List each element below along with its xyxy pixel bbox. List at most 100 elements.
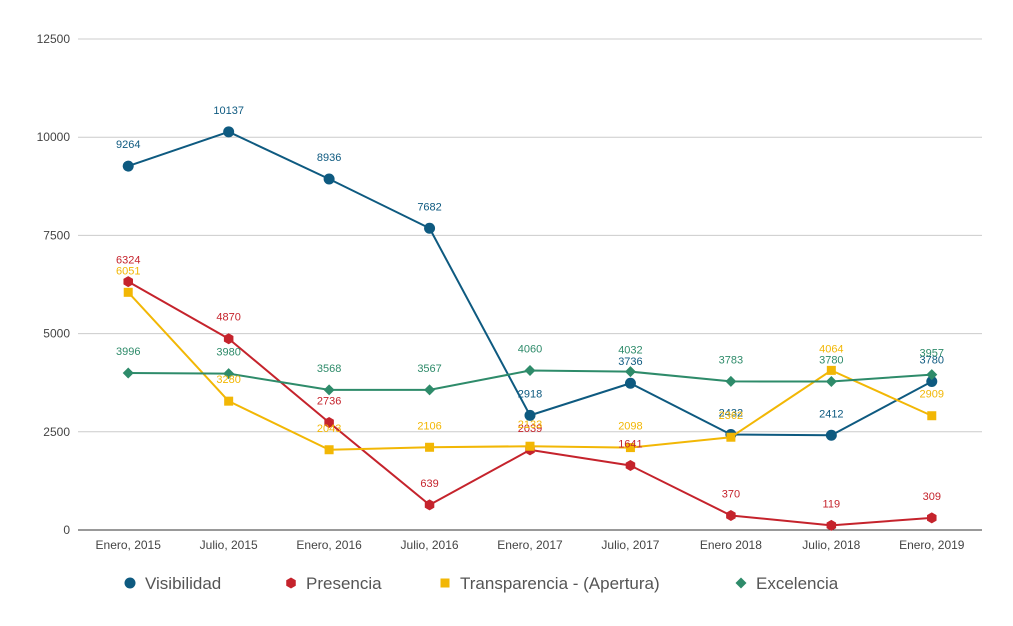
visibilidad-point	[122, 160, 134, 172]
visibilidad-data-label: 10137	[213, 105, 244, 117]
transparencia-apertura-point	[425, 442, 435, 452]
legend-label: Visibilidad	[145, 574, 221, 593]
excelencia-data-label: 4060	[518, 344, 542, 356]
legend-item-transparencia-apertura: Transparencia - (Apertura)	[440, 574, 660, 593]
series-group	[122, 126, 938, 531]
excelencia-data-label: 3996	[116, 346, 140, 358]
y-tick-label: 12500	[37, 32, 71, 46]
x-axis: Enero, 2015 Julio, 2015 Enero, 2016 Julio, …	[96, 538, 965, 552]
y-tick-label: 5000	[43, 327, 70, 341]
visibilidad-point	[424, 222, 436, 234]
visibilidad-data-label: 8936	[317, 152, 341, 164]
visibilidad-data-label: 3736	[618, 356, 642, 368]
legend-marker-visibilidad	[124, 577, 136, 589]
visibilidad-data-label: 7682	[417, 201, 441, 213]
presencia-data-label: 4870	[216, 312, 240, 324]
visibilidad-data-label: 9264	[116, 139, 140, 151]
presencia-data-label: 2039	[518, 423, 542, 435]
presencia-point	[826, 519, 837, 531]
transparencia-apertura-data-label: 2133	[518, 419, 542, 431]
x-tick-label: Enero 2018	[700, 538, 762, 552]
presencia-data-label: 6324	[116, 255, 140, 267]
data-labels: 9264 10137 8936 7682 2918 3736 2432 2412 3780 632…	[116, 105, 944, 511]
visibilidad-data-label: 2918	[518, 388, 542, 400]
transparencia-apertura-point	[625, 443, 635, 453]
visibilidad-point	[323, 173, 335, 185]
transparencia-apertura-data-label: 2098	[618, 421, 642, 433]
transparencia-apertura-point	[525, 441, 535, 451]
transparencia-apertura-point	[324, 445, 334, 455]
presencia-data-label: 119	[823, 498, 841, 510]
excelencia-data-label: 3957	[920, 348, 944, 360]
legend-marker-excelencia	[735, 577, 747, 589]
x-tick-label: Julio, 2016	[401, 538, 459, 552]
presencia-data-label: 639	[420, 478, 438, 490]
transparencia-apertura-data-label: 4064	[819, 343, 843, 355]
presencia-point	[625, 460, 636, 472]
legend-marker-presencia	[286, 577, 296, 589]
excelencia-point	[122, 367, 134, 379]
y-tick-label: 0	[63, 523, 70, 537]
presencia-line	[127, 280, 932, 527]
presencia-point	[324, 417, 334, 429]
excelencia-data-label: 3567	[417, 363, 441, 375]
transparencia-apertura-data-label: 6051	[116, 265, 140, 277]
excelencia-point	[323, 384, 335, 396]
presencia-data-label: 370	[722, 488, 740, 500]
transparencia-apertura-point	[826, 365, 836, 375]
x-tick-label: Julio, 2018	[802, 538, 860, 552]
y-tick-label: 7500	[43, 228, 70, 242]
visibilidad-point	[524, 409, 536, 421]
legend-item-visibilidad: Visibilidad	[124, 574, 221, 593]
x-tick-label: Julio, 2017	[601, 538, 659, 552]
x-tick-label: Enero, 2016	[296, 538, 362, 552]
transparencia-apertura-data-label: 2362	[719, 410, 743, 422]
y-tick-label: 2500	[43, 425, 70, 439]
visibilidad-point	[624, 377, 636, 389]
transparencia-apertura-point	[927, 411, 937, 421]
x-tick-label: Enero, 2017	[497, 538, 563, 552]
visibilidad-data-label: 2412	[819, 408, 843, 420]
presencia-point	[223, 333, 234, 345]
y-axis: 0 2500 5000 7500 10000 12500	[37, 32, 71, 537]
legend-item-excelencia: Excelencia	[735, 574, 839, 593]
visibilidad-point	[825, 429, 837, 441]
presencia-data-label: 2736	[317, 396, 341, 408]
visibilidad-point	[223, 126, 235, 138]
presencia-point	[726, 509, 736, 521]
presencia-data-label: 309	[923, 491, 941, 503]
legend-marker-transparencia-apertura	[440, 578, 450, 588]
excelencia-data-label: 3783	[719, 354, 743, 366]
legend-label: Excelencia	[756, 574, 839, 593]
excelencia-point	[223, 368, 235, 380]
visibilidad-data-label: 3780	[920, 355, 944, 367]
presencia-data-label: 1641	[618, 439, 642, 451]
presencia-point	[424, 499, 435, 511]
transparencia-apertura-point	[726, 432, 736, 442]
transparencia-apertura-point	[123, 287, 133, 297]
legend-label: Transparencia - (Apertura)	[460, 574, 660, 593]
excelencia-point	[926, 369, 938, 381]
excelencia-point	[624, 366, 636, 378]
legend-label: Presencia	[306, 574, 382, 593]
excelencia-point	[825, 376, 837, 388]
visibilidad-point	[926, 376, 938, 388]
x-tick-label: Enero, 2019	[899, 538, 965, 552]
x-tick-label: Enero, 2015	[96, 538, 162, 552]
excelencia-data-label: 4032	[618, 345, 642, 357]
transparencia-apertura-data-label: 2106	[417, 420, 441, 432]
presencia-point	[123, 276, 133, 288]
legend: Visibilidad Presencia Transparencia - (Ape…	[124, 574, 839, 593]
transparencia-apertura-data-label: 3280	[216, 374, 240, 386]
transparencia-apertura-data-label: 2043	[317, 423, 341, 435]
y-tick-label: 10000	[37, 130, 71, 144]
excelencia-data-label: 3780	[819, 355, 843, 367]
transparencia-apertura-data-label: 2909	[920, 389, 944, 401]
transparencia-apertura-point	[224, 396, 234, 406]
excelencia-data-label: 3568	[317, 363, 341, 375]
legend-item-presencia: Presencia	[286, 574, 382, 593]
excelencia-point	[424, 384, 436, 396]
excelencia-point	[725, 375, 737, 387]
excelencia-data-label: 3980	[216, 347, 240, 359]
